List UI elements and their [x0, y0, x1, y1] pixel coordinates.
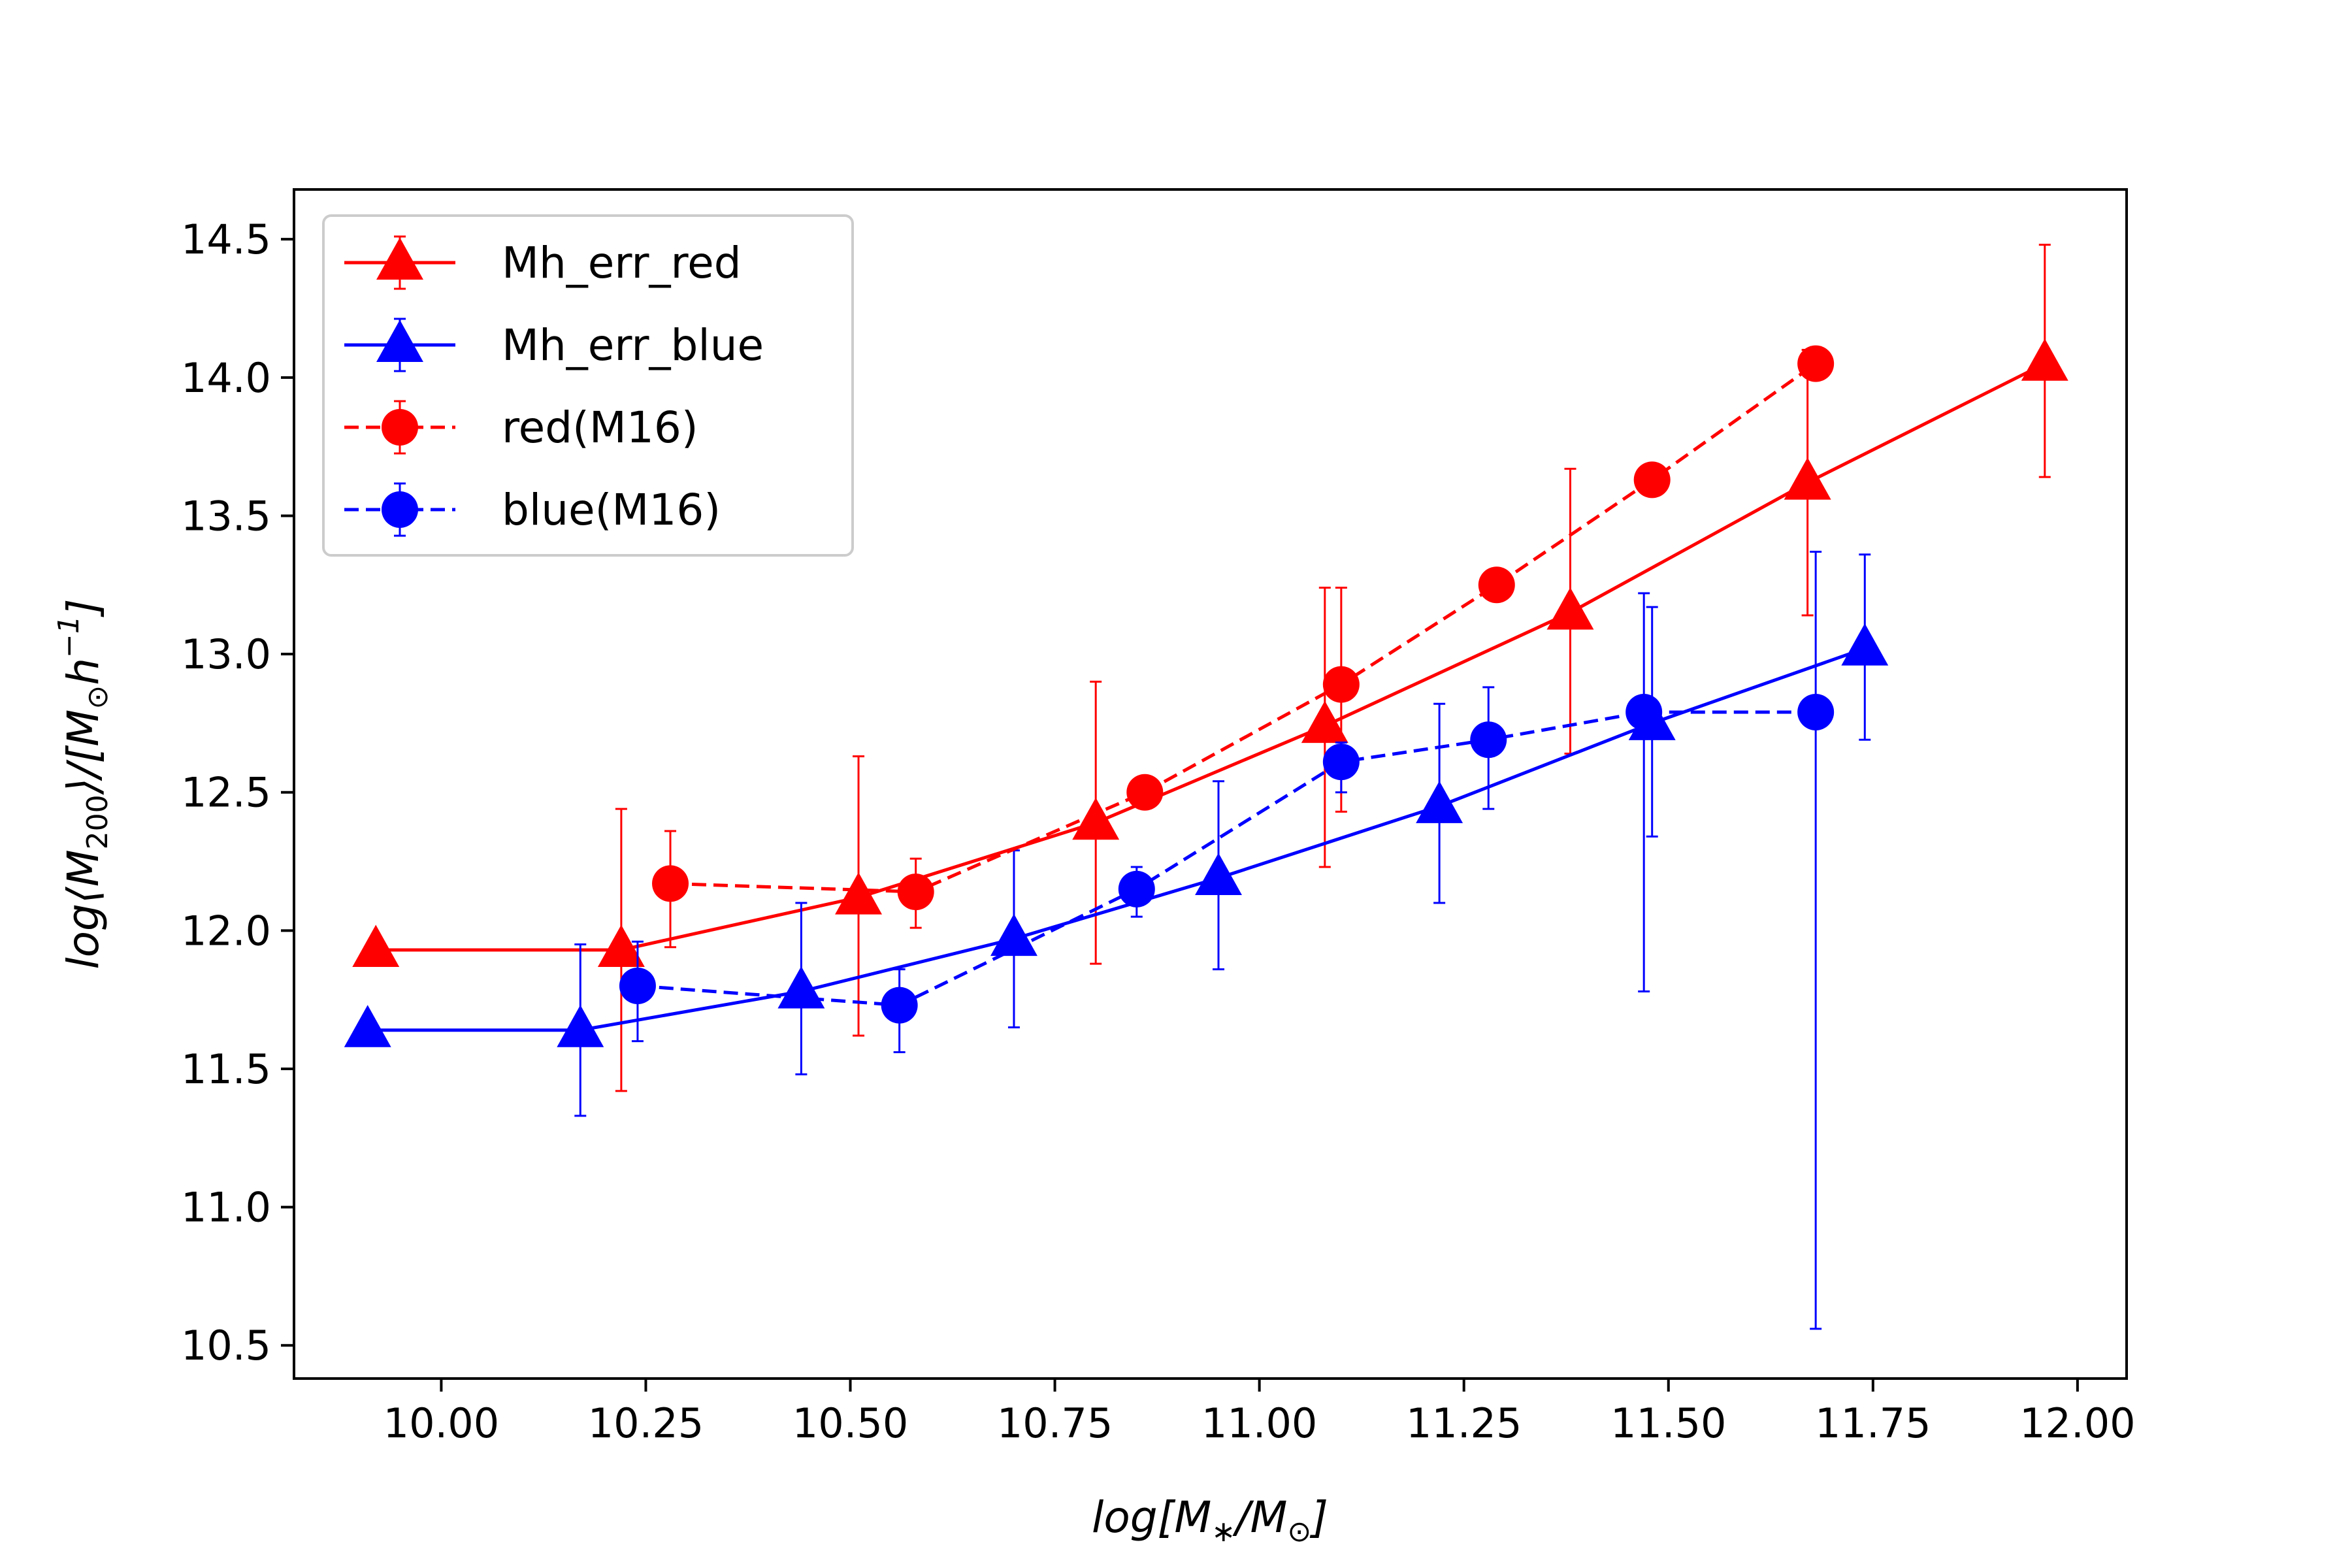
- data-point: [1470, 721, 1507, 759]
- data-point: [2021, 338, 2068, 381]
- legend-label: red(M16): [502, 402, 698, 453]
- data-point: [1322, 666, 1360, 703]
- x-tick-label: 10.75: [997, 1399, 1113, 1447]
- data-point: [1322, 743, 1360, 781]
- data-point: [1072, 797, 1120, 840]
- x-tick-label: 10.00: [384, 1399, 500, 1447]
- data-point: [1797, 345, 1835, 382]
- data-point: [1195, 853, 1242, 895]
- legend-entry: red(M16): [344, 400, 698, 455]
- x-tick-label: 12.00: [2019, 1399, 2136, 1447]
- series-red-m16-: [652, 345, 1835, 949]
- data-point: [1633, 461, 1671, 498]
- data-point: [1841, 623, 1889, 666]
- x-tick-label: 11.25: [1406, 1399, 1522, 1447]
- y-tick-label: 13.5: [181, 492, 271, 540]
- legend-marker: [376, 319, 423, 363]
- plot-frame: [293, 188, 2128, 1380]
- y-tick-label: 10.5: [181, 1322, 271, 1369]
- x-tick-label: 10.50: [792, 1399, 909, 1447]
- legend-entry: Mh_err_blue: [344, 318, 764, 372]
- data-point: [352, 924, 400, 967]
- legend: Mh_err_red Mh_err_blue red(M16) blue(M16): [322, 214, 854, 557]
- legend-entries: Mh_err_red Mh_err_blue red(M16) blue(M16): [344, 235, 764, 537]
- data-point: [652, 865, 689, 902]
- data-point: [1478, 566, 1515, 604]
- y-axis: 10.5 11.0 11.5 12.0 12.5 13.0 13.5 14.0 14.5: [181, 216, 294, 1369]
- data-point: [897, 874, 934, 911]
- y-tick-label: 12.0: [181, 907, 271, 955]
- series-blue-m16-: [619, 550, 1835, 1330]
- y-tick-label: 12.5: [181, 769, 271, 817]
- data-point: [1546, 587, 1594, 630]
- series-layer: [344, 244, 2068, 1330]
- y-tick-label: 14.0: [181, 354, 271, 402]
- x-tick-label: 11.75: [1815, 1399, 1931, 1447]
- legend-marker: [376, 237, 423, 280]
- data-point: [597, 924, 645, 967]
- x-tick-label: 11.50: [1610, 1399, 1727, 1447]
- series-mh-err-red: [352, 244, 2068, 1092]
- x-axis: 10.00 10.25 10.50 10.75 11.00 11.25 11.50 11.75…: [384, 1379, 2136, 1447]
- data-point: [1784, 457, 1831, 500]
- legend-label: blue(M16): [502, 485, 721, 535]
- data-point: [1126, 774, 1164, 811]
- legend-label: Mh_err_red: [502, 238, 742, 288]
- x-tick-label: 10.25: [588, 1399, 704, 1447]
- data-point: [881, 987, 918, 1024]
- data-point: [1118, 870, 1155, 907]
- data-point: [835, 872, 883, 915]
- x-tick-label: 11.00: [1201, 1399, 1318, 1447]
- series-line: [376, 362, 2046, 952]
- legend-entry: Mh_err_red: [344, 235, 742, 290]
- legend-box: [322, 214, 854, 557]
- data-point: [1416, 781, 1463, 823]
- series-line: [367, 647, 1866, 1032]
- data-point: [1625, 693, 1663, 730]
- y-tick-label: 11.5: [181, 1045, 271, 1093]
- data-point: [619, 967, 656, 1004]
- data-point: [344, 1005, 391, 1047]
- legend-entry: blue(M16): [344, 482, 721, 537]
- y-tick-label: 14.5: [181, 216, 271, 263]
- y-tick-label: 13.0: [181, 630, 271, 678]
- y-tick-label: 11.0: [181, 1184, 271, 1232]
- data-point: [1301, 700, 1348, 743]
- legend-label: Mh_err_blue: [502, 320, 764, 370]
- y-axis-title: log⟨M200⟩/[M⊙h−1]: [52, 598, 114, 969]
- legend-marker: [382, 409, 418, 446]
- legend-marker: [382, 491, 418, 528]
- data-point: [1797, 693, 1835, 730]
- data-point: [990, 913, 1037, 956]
- data-point: [557, 1005, 604, 1047]
